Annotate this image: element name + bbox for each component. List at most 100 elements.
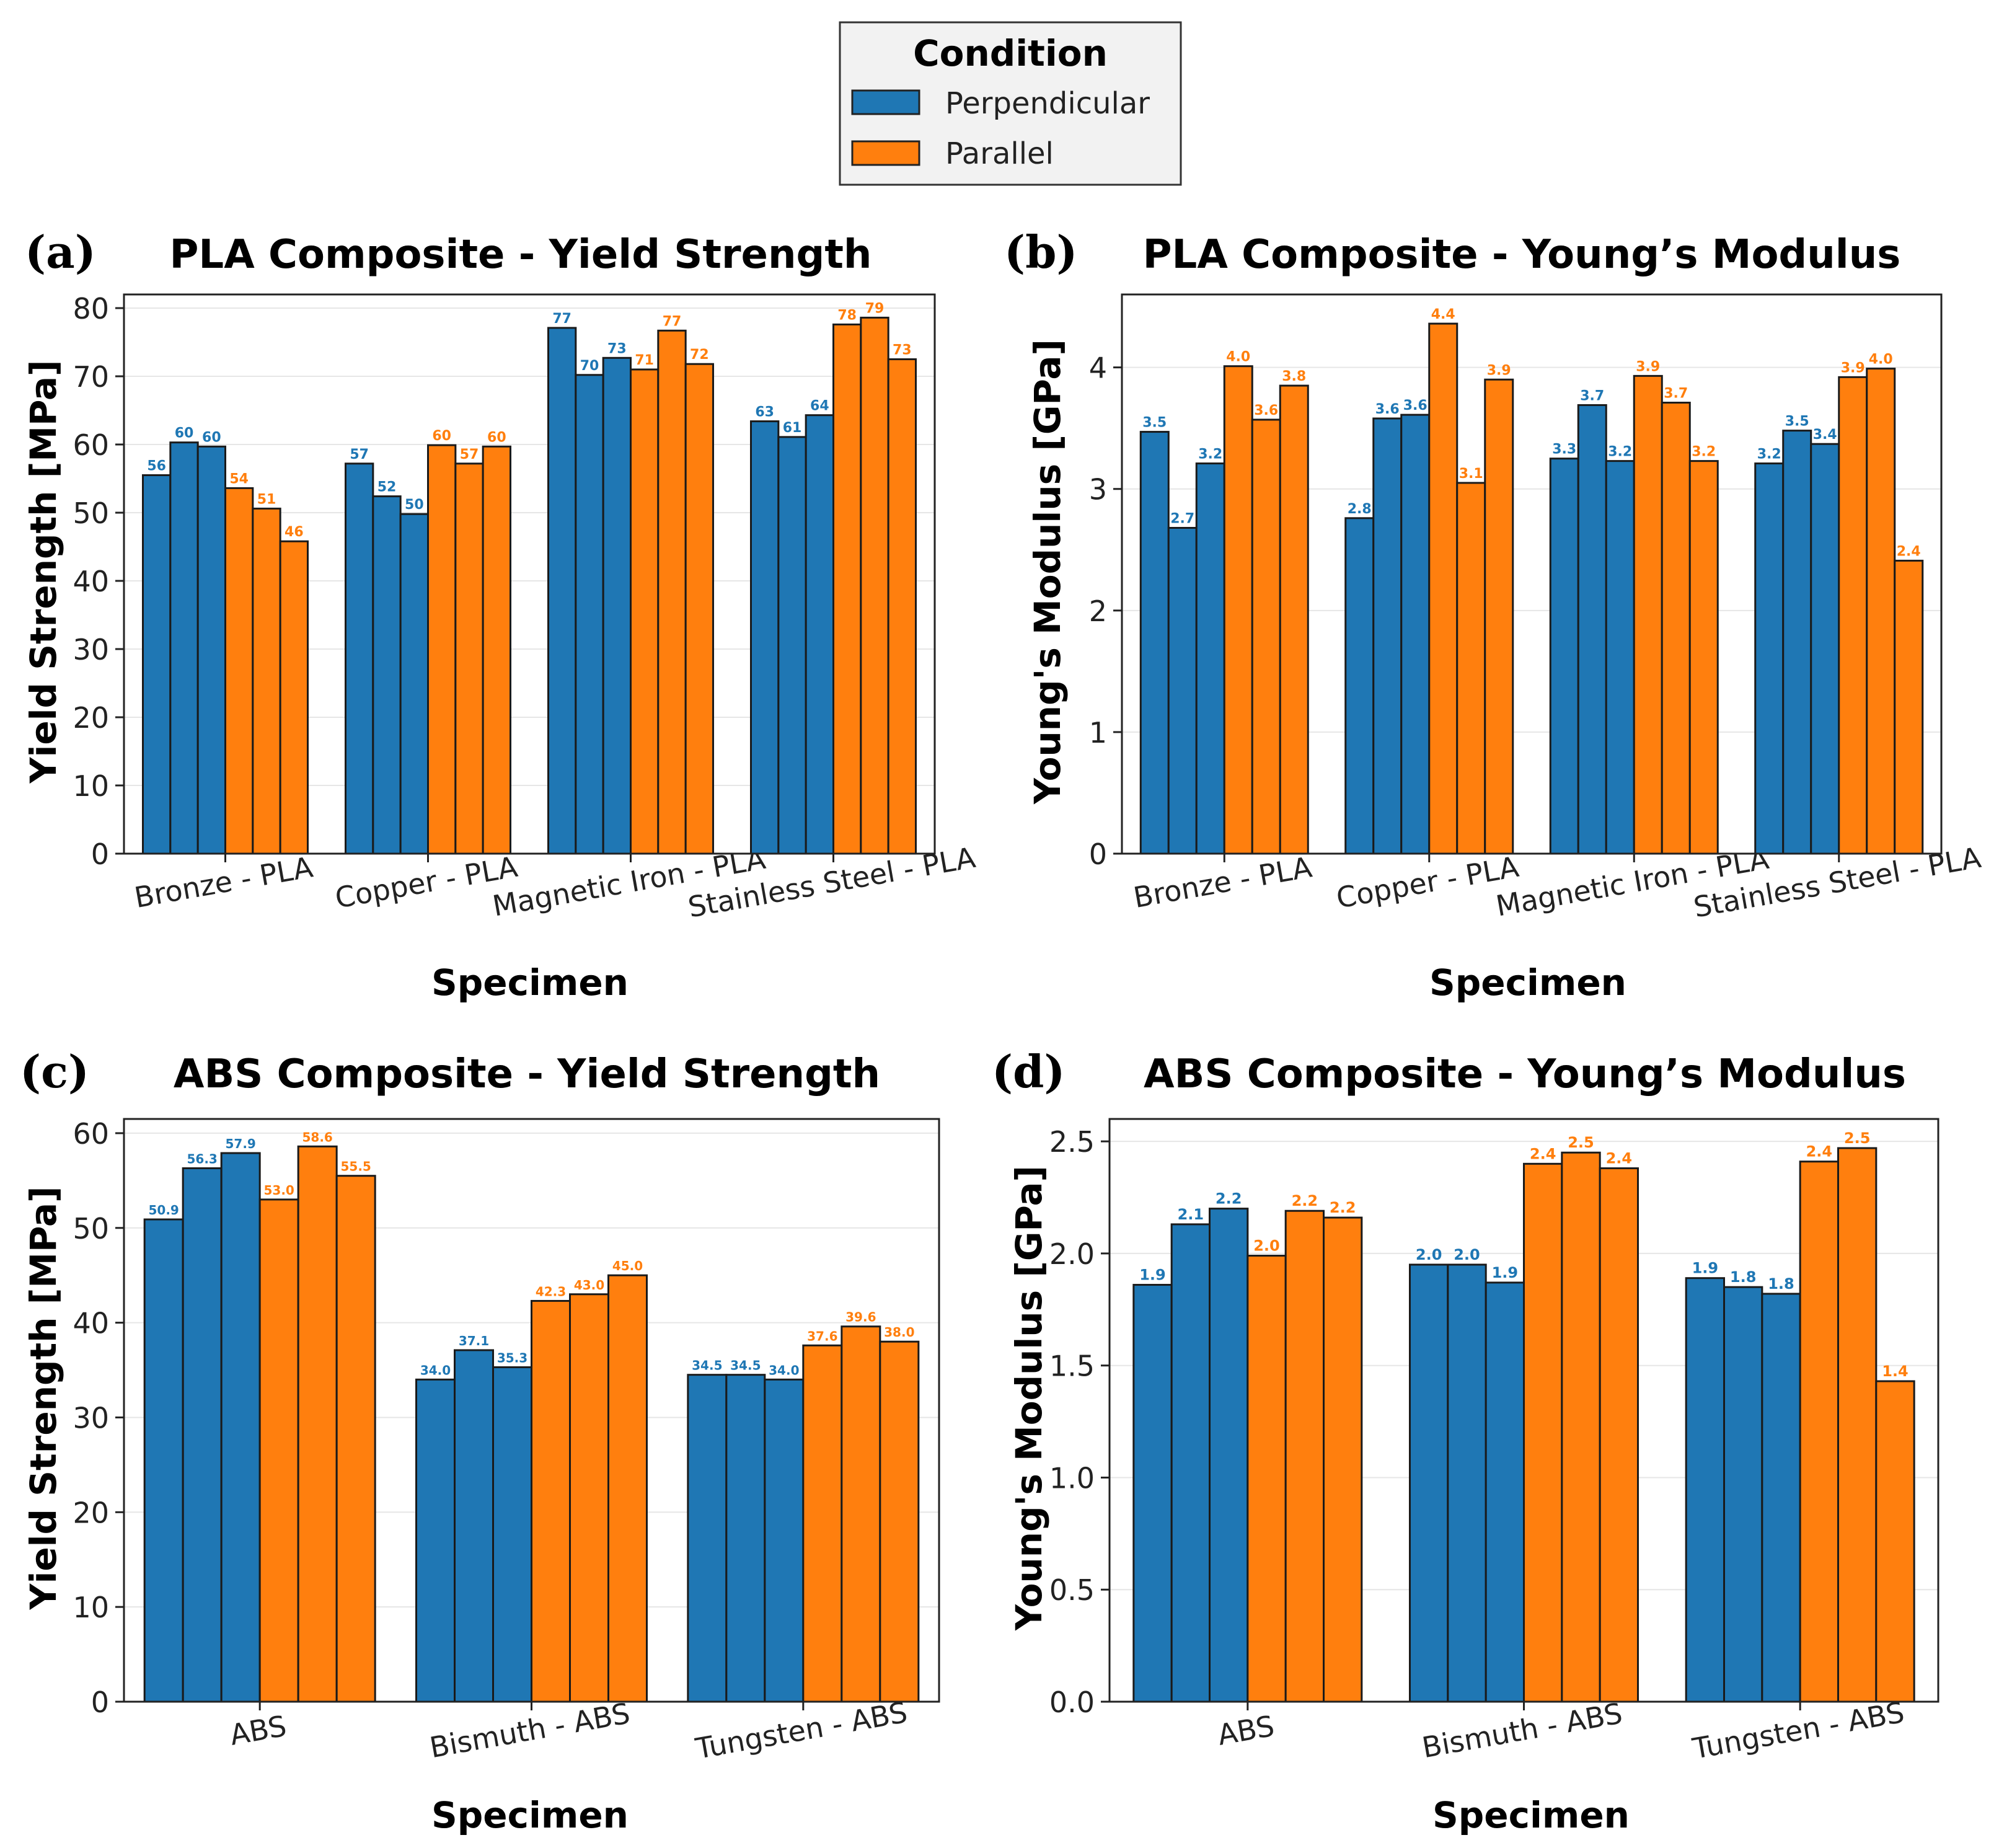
y-tick-label: 60: [73, 428, 109, 462]
x-axis-label: Specimen: [1432, 1794, 1630, 1836]
x-tick-label: Bronze - PLA: [1131, 850, 1315, 914]
data-label: 3.1: [1459, 466, 1483, 482]
chart-panel-b: (b) PLA Composite - Young’s Modulus Youn…: [1004, 226, 1984, 1004]
bar-perpendicular: [1782, 430, 1812, 855]
data-label: 34.5: [692, 1358, 722, 1373]
panel-label: (b): [1004, 226, 1077, 278]
bar-perpendicular: [602, 356, 632, 855]
bar-perpendicular: [372, 495, 402, 855]
bar-parallel: [1633, 374, 1663, 855]
panel-label: (a): [25, 226, 96, 278]
data-label: 35.3: [497, 1350, 527, 1365]
data-label: 42.3: [536, 1284, 566, 1299]
data-label: 73: [607, 341, 627, 356]
y-tick-label: 4: [1089, 351, 1107, 385]
data-label: 60: [432, 428, 451, 444]
y-tick-label: 30: [73, 1401, 109, 1435]
y-tick-label: 2.5: [1049, 1125, 1095, 1159]
panel-label: (c): [20, 1045, 89, 1098]
y-tick-label: 0: [91, 838, 109, 871]
data-label: 61: [783, 420, 802, 436]
bar-perpendicular: [399, 513, 430, 855]
y-tick-label: 50: [73, 497, 109, 530]
y-tick-label: 20: [73, 1496, 109, 1529]
bar-perpendicular: [1761, 1293, 1801, 1703]
legend-swatch-perpendicular: [851, 89, 920, 115]
y-tick-label: 10: [73, 1591, 109, 1624]
data-label: 3.9: [1841, 360, 1865, 376]
y-tick-label: 40: [73, 1307, 109, 1340]
bar-perpendicular: [805, 414, 834, 855]
bar-perpendicular: [1167, 526, 1198, 855]
data-label: 3.5: [1142, 415, 1167, 431]
bar-perpendicular: [196, 445, 226, 855]
bar-parallel: [1323, 1216, 1363, 1703]
data-label: 3.7: [1580, 388, 1604, 404]
bar-parallel: [454, 462, 484, 855]
plot-frame: [123, 1118, 940, 1703]
data-label: 63: [755, 405, 774, 420]
data-label: 3.4: [1813, 427, 1837, 443]
bar-parallel: [1866, 368, 1896, 855]
bar-perpendicular: [1723, 1286, 1763, 1703]
chart-title: PLA Composite - Yield Strength: [170, 232, 872, 278]
bar-parallel: [1279, 384, 1309, 855]
y-tick-label: 1: [1089, 716, 1107, 749]
data-label: 2.5: [1844, 1130, 1871, 1147]
bar-parallel: [684, 363, 714, 855]
bar-perpendicular: [345, 462, 374, 855]
data-label: 4.0: [1869, 352, 1893, 368]
data-label: 34.0: [420, 1363, 451, 1377]
bar-parallel: [1523, 1162, 1563, 1703]
bar-perpendicular: [169, 441, 199, 855]
data-label: 3.9: [1487, 363, 1511, 378]
bar-perpendicular: [492, 1366, 532, 1703]
bar-parallel: [657, 329, 687, 855]
bar-perpendicular: [1810, 443, 1840, 855]
data-label: 52: [377, 480, 397, 495]
data-label: 2.4: [1530, 1145, 1556, 1162]
y-tick-label: 2: [1089, 595, 1107, 628]
data-label: 64: [810, 399, 829, 414]
data-label: 45.0: [612, 1258, 643, 1273]
bar-perpendicular: [143, 1218, 184, 1703]
bar-perpendicular: [1447, 1263, 1487, 1703]
data-label: 72: [690, 347, 709, 363]
data-label: 2.5: [1568, 1134, 1594, 1151]
panel-label: (d): [992, 1045, 1065, 1098]
x-tick-label: ABS: [1215, 1709, 1276, 1752]
bar-parallel: [1838, 376, 1868, 855]
bar-perpendicular: [1409, 1263, 1449, 1703]
bar-parallel: [887, 358, 917, 855]
bar-parallel: [1247, 1255, 1287, 1703]
bar-parallel: [427, 444, 457, 855]
y-axis-label: Young's Modulus [GPa]: [1008, 1165, 1050, 1631]
data-label: 3.3: [1552, 442, 1576, 458]
bar-parallel: [630, 368, 660, 855]
bar-parallel: [1484, 378, 1514, 855]
bar-parallel: [1428, 322, 1458, 855]
y-tick-label: 30: [73, 633, 109, 666]
data-label: 3.6: [1254, 403, 1278, 418]
bar-perpendicular: [1209, 1208, 1249, 1703]
bar-perpendicular: [764, 1378, 805, 1703]
data-label: 46: [285, 524, 304, 540]
data-label: 2.4: [1897, 544, 1921, 559]
bar-parallel: [1223, 365, 1253, 855]
bar-perpendicular: [1372, 417, 1403, 855]
data-label: 1.4: [1882, 1363, 1909, 1380]
bar-perpendicular: [1485, 1281, 1525, 1703]
bar-parallel: [841, 1325, 881, 1703]
data-label: 43.0: [574, 1278, 604, 1293]
x-tick-label: Tungsten - ABS: [692, 1695, 909, 1766]
data-label: 71: [635, 353, 654, 368]
bar-parallel: [879, 1340, 920, 1703]
x-tick-label: Bronze - PLA: [132, 850, 316, 914]
data-label: 70: [580, 358, 599, 374]
bar-perpendicular: [1549, 458, 1579, 855]
data-label: 3.8: [1282, 369, 1306, 384]
bar-perpendicular: [182, 1167, 223, 1703]
bar-parallel: [1284, 1209, 1325, 1703]
data-label: 3.2: [1198, 447, 1222, 462]
bar-parallel: [252, 507, 281, 855]
